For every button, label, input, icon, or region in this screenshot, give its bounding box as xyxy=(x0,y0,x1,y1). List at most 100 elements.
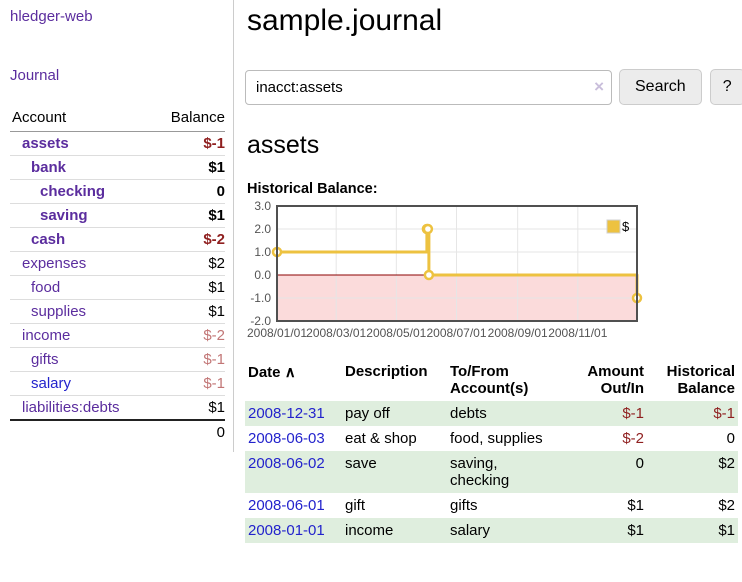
search-bar: × Search ? xyxy=(245,69,742,105)
register-row: 2008-06-01 gift gifts $1 $2 xyxy=(245,493,738,518)
register-row: 2008-06-03 eat & shop food, supplies $-2 0 xyxy=(245,426,738,451)
account-row: gifts $-1 xyxy=(10,347,225,372)
search-button[interactable]: Search xyxy=(619,69,702,105)
column-header-date[interactable]: Date ∧ xyxy=(248,364,296,381)
register-date-link[interactable]: 2008-06-03 xyxy=(248,430,325,447)
sidebar-account-cash[interactable]: cash xyxy=(31,231,66,248)
register-amount: $-1 xyxy=(622,405,644,422)
accounts-total-balance: 0 xyxy=(152,419,225,444)
register-row: 2008-01-01 income salary $1 $1 xyxy=(245,518,738,543)
account-balance: $1 xyxy=(152,299,225,324)
register-accounts: saving, checking xyxy=(450,455,510,489)
search-box: × xyxy=(245,69,612,105)
column-header-accounts: To/From Account(s) xyxy=(450,363,529,397)
search-input[interactable] xyxy=(245,69,612,105)
plot-border xyxy=(276,205,638,322)
account-balance: $-1 xyxy=(152,371,225,396)
account-row: liabilities:debts $1 xyxy=(10,395,225,421)
register-table: Date ∧ Description To/From Account(s) Am… xyxy=(245,360,738,543)
register-accounts: salary xyxy=(450,522,491,539)
register-accounts: debts xyxy=(450,405,487,422)
register-description: pay off xyxy=(345,405,390,422)
register-balance: $2 xyxy=(718,455,735,472)
account-balance: $-1 xyxy=(152,131,225,156)
legend-swatch xyxy=(606,219,621,234)
accounts-header-balance: Balance xyxy=(152,105,225,132)
x-axis-tick-label: 2008/11/01 xyxy=(548,326,607,340)
account-row: salary $-1 xyxy=(10,371,225,396)
register-row: 2008-06-02 save saving, checking 0 $2 xyxy=(245,451,738,493)
account-balance: $2 xyxy=(152,251,225,276)
y-axis-tick-label: 2.0 xyxy=(254,222,271,236)
register-date-link[interactable]: 2008-01-01 xyxy=(248,522,325,539)
register-balance: $1 xyxy=(718,522,735,539)
account-balance: $1 xyxy=(152,155,225,180)
register-accounts: gifts xyxy=(450,497,478,514)
account-balance: $-2 xyxy=(152,227,225,252)
account-balance: $-1 xyxy=(152,347,225,372)
x-axis-tick-label: 2008/01/01 xyxy=(247,326,307,340)
x-axis-tick-label: 2008/03/01 xyxy=(306,326,366,340)
sidebar-account-supplies[interactable]: supplies xyxy=(31,303,87,320)
account-row: assets $-1 xyxy=(10,131,225,156)
account-row: expenses $2 xyxy=(10,251,225,276)
accounts-total-spacer xyxy=(10,419,153,444)
register-amount: $1 xyxy=(627,497,644,514)
register-accounts: food, supplies xyxy=(450,430,543,447)
historical-balance-chart: -2.0 -1.0 0.0 1.0 2.0 3.0 2008/01/01 2008/03/01… xyxy=(247,201,643,340)
x-axis-tick-label: 2008/09/01 xyxy=(488,326,548,340)
account-balance: $1 xyxy=(152,395,225,421)
accounts-table: Account Balance assets $-1 bank $1 checking 0… xyxy=(10,105,225,444)
register-description: gift xyxy=(345,497,366,514)
account-row: income $-2 xyxy=(10,323,225,348)
sort-ascending-icon: ∧ xyxy=(284,364,296,381)
register-description: eat & shop xyxy=(345,430,417,447)
register-amount: 0 xyxy=(635,455,644,472)
register-balance: 0 xyxy=(726,430,735,447)
register-date-link[interactable]: 2008-12-31 xyxy=(248,405,325,422)
sidebar-account-gifts[interactable]: gifts xyxy=(31,351,59,368)
main-content: sample.journal × Search ? assets Histori… xyxy=(234,0,742,543)
column-header-balance: Historical Balance xyxy=(666,363,735,397)
data-point-marker xyxy=(422,223,434,235)
sidebar-account-saving[interactable]: saving xyxy=(40,207,88,224)
column-header-amount: Amount Out/In xyxy=(587,363,644,397)
y-axis-tick-label: -1.0 xyxy=(250,291,271,305)
x-axis-tick-label: 2008/05/01 xyxy=(366,326,426,340)
data-point-marker xyxy=(423,269,435,281)
sidebar-account-assets[interactable]: assets xyxy=(22,135,69,152)
register-date-link[interactable]: 2008-06-02 xyxy=(248,455,325,472)
sidebar-account-bank[interactable]: bank xyxy=(31,159,67,176)
journal-link[interactable]: Journal xyxy=(10,67,60,84)
sidebar-account-income[interactable]: income xyxy=(22,327,71,344)
y-axis-tick-label: 3.0 xyxy=(254,201,271,213)
account-row: food $1 xyxy=(10,275,225,300)
y-axis-tick-label: -2.0 xyxy=(250,314,271,328)
account-row: supplies $1 xyxy=(10,299,225,324)
help-button[interactable]: ? xyxy=(709,69,742,105)
sidebar: hledger-web Journal Account Balance asse… xyxy=(0,0,234,452)
register-balance: $-1 xyxy=(713,405,735,422)
accounts-header-account: Account xyxy=(10,105,153,132)
sidebar-account-liabilities-debts[interactable]: liabilities:debts xyxy=(22,399,120,416)
sidebar-account-salary[interactable]: salary xyxy=(31,375,72,392)
register-date-link[interactable]: 2008-06-01 xyxy=(248,497,325,514)
register-description: save xyxy=(345,455,377,472)
page: hledger-web Journal Account Balance asse… xyxy=(0,0,742,543)
account-balance: $1 xyxy=(152,275,225,300)
register-amount: $-2 xyxy=(622,430,644,447)
clear-search-icon[interactable]: × xyxy=(594,76,604,96)
sidebar-account-food[interactable]: food xyxy=(31,279,61,296)
y-axis-tick-label: 0.0 xyxy=(254,268,271,282)
register-row: 2008-12-31 pay off debts $-1 $-1 xyxy=(245,401,738,426)
account-row: bank $1 xyxy=(10,155,225,180)
account-balance: $-2 xyxy=(152,323,225,348)
sidebar-account-expenses[interactable]: expenses xyxy=(22,255,87,272)
app-title-link[interactable]: hledger-web xyxy=(10,8,93,25)
account-row: saving $1 xyxy=(10,203,225,228)
page-title: sample.journal xyxy=(247,4,443,37)
sidebar-account-checking[interactable]: checking xyxy=(40,183,106,200)
account-row: cash $-2 xyxy=(10,227,225,252)
account-row: checking 0 xyxy=(10,179,225,204)
legend-label: $ xyxy=(622,219,630,234)
